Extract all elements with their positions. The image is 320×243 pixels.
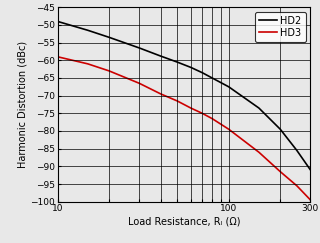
HD3 bbox=[175, 99, 179, 102]
HD3 bbox=[189, 107, 193, 110]
X-axis label: Load Resistance, Rₗ (Ω): Load Resistance, Rₗ (Ω) bbox=[128, 216, 240, 226]
HD2 bbox=[308, 168, 312, 171]
HD3 bbox=[56, 55, 60, 58]
Line: HD2: HD2 bbox=[58, 21, 310, 170]
HD2 bbox=[210, 77, 214, 79]
HD3 bbox=[278, 170, 282, 173]
HD3 bbox=[107, 69, 111, 72]
HD3 bbox=[200, 112, 204, 115]
HD3 bbox=[210, 117, 214, 120]
HD3 bbox=[257, 151, 261, 154]
HD2 bbox=[257, 107, 261, 110]
HD2 bbox=[278, 128, 282, 131]
HD3 bbox=[227, 128, 231, 131]
HD2 bbox=[137, 46, 141, 49]
Y-axis label: Harmonic Distortion (dBc): Harmonic Distortion (dBc) bbox=[17, 41, 27, 168]
HD2 bbox=[86, 29, 90, 32]
HD3 bbox=[308, 199, 312, 201]
HD3 bbox=[159, 92, 163, 95]
HD2 bbox=[159, 55, 163, 58]
HD2 bbox=[175, 61, 179, 63]
HD2 bbox=[107, 36, 111, 39]
HD2 bbox=[295, 149, 299, 152]
HD2 bbox=[189, 66, 193, 69]
HD3 bbox=[86, 62, 90, 65]
Legend: HD2, HD3: HD2, HD3 bbox=[255, 12, 306, 42]
HD3 bbox=[137, 82, 141, 85]
HD2 bbox=[227, 85, 231, 88]
Line: HD3: HD3 bbox=[58, 57, 310, 200]
HD3 bbox=[295, 184, 299, 187]
HD2 bbox=[200, 71, 204, 74]
HD2 bbox=[56, 20, 60, 23]
